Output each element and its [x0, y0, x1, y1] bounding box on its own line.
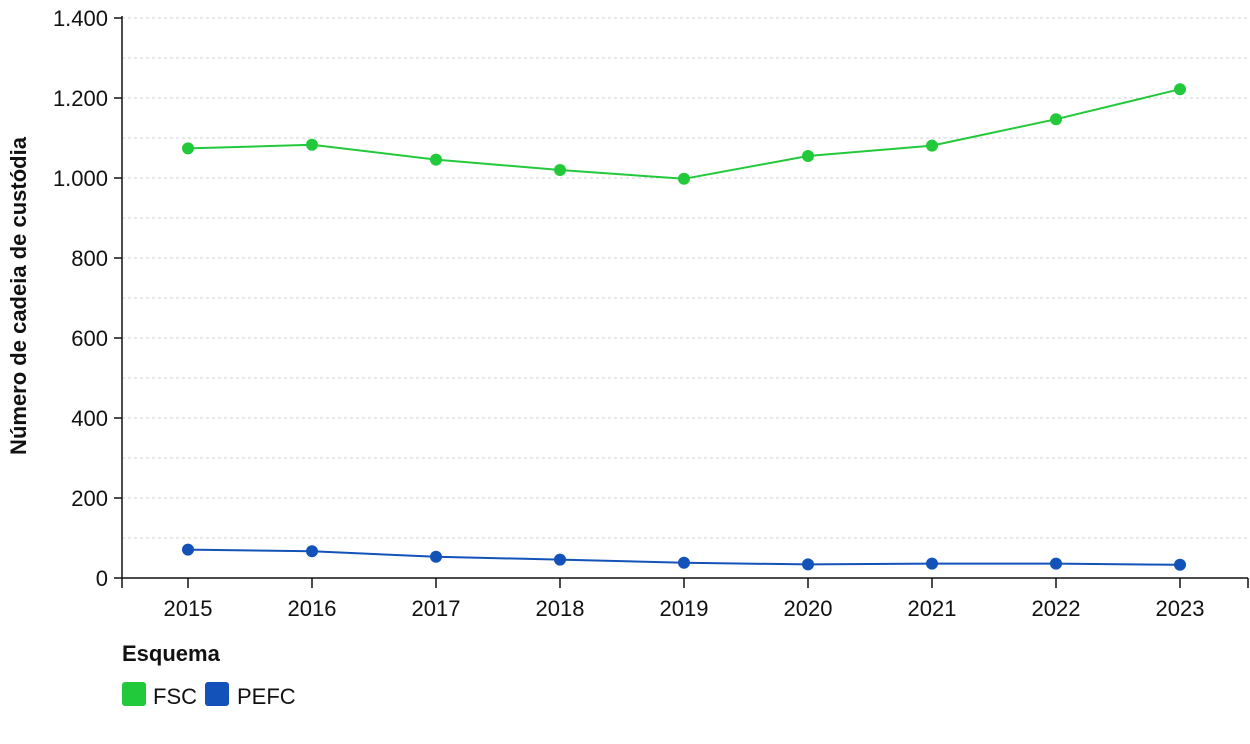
y-tick-label: 0 [96, 566, 108, 591]
legend-swatch-fsc [122, 682, 146, 706]
data-point-fsc[interactable] [1050, 113, 1062, 126]
data-point-fsc[interactable] [554, 164, 566, 176]
x-tick-label: 2023 [1156, 596, 1205, 621]
legend-item-pefc[interactable]: PEFC [205, 682, 296, 709]
data-point-pefc[interactable] [1174, 558, 1186, 571]
data-point-pefc[interactable] [802, 558, 814, 571]
x-tick-label: 2020 [784, 596, 833, 621]
data-point-pefc[interactable] [554, 553, 566, 566]
legend-label-fsc: FSC [153, 684, 197, 709]
data-point-pefc[interactable] [926, 557, 938, 570]
legend: Esquema FSC PEFC [122, 641, 296, 709]
data-point-fsc[interactable] [1174, 83, 1186, 96]
x-tick-label: 2015 [164, 596, 213, 621]
data-point-pefc[interactable] [1050, 557, 1062, 570]
data-point-pefc[interactable] [306, 545, 318, 558]
y-tick-label: 800 [71, 246, 108, 271]
y-tick-label: 1.400 [53, 6, 108, 31]
data-point-fsc[interactable] [802, 150, 814, 162]
y-tick-label: 1.200 [53, 86, 108, 111]
x-tick-label: 2016 [288, 596, 337, 621]
data-point-fsc[interactable] [182, 142, 194, 155]
x-tick-label: 2022 [1032, 596, 1081, 621]
x-tick-label: 2019 [660, 596, 709, 621]
data-point-fsc[interactable] [678, 172, 690, 185]
x-tick-label: 2018 [536, 596, 585, 621]
data-point-pefc[interactable] [678, 556, 690, 569]
grid [122, 17, 1248, 539]
data-point-fsc[interactable] [926, 139, 938, 152]
axes: 0 200 400 600 800 1.000 1.200 1.400 2015 2016 2017… [53, 6, 1249, 621]
legend-title: Esquema [122, 641, 221, 666]
y-axis-title: Número de cadeia de custódia [6, 136, 31, 455]
data-point-pefc[interactable] [430, 550, 442, 563]
x-tick-label: 2021 [908, 596, 957, 621]
legend-item-fsc[interactable]: FSC [122, 682, 197, 709]
legend-swatch-pefc [205, 682, 229, 706]
y-tick-label: 200 [71, 486, 108, 511]
y-tick-label: 400 [71, 406, 108, 431]
data-point-fsc[interactable] [306, 138, 318, 151]
data-point-fsc[interactable] [430, 153, 442, 166]
data-point-pefc[interactable] [182, 543, 194, 556]
y-tick-label: 600 [71, 326, 108, 351]
series-line-fsc [187, 88, 1181, 180]
x-tick-label: 2017 [412, 596, 461, 621]
y-tick-label: 1.000 [53, 166, 108, 191]
legend-label-pefc: PEFC [237, 684, 296, 709]
series-layer [182, 83, 1186, 571]
